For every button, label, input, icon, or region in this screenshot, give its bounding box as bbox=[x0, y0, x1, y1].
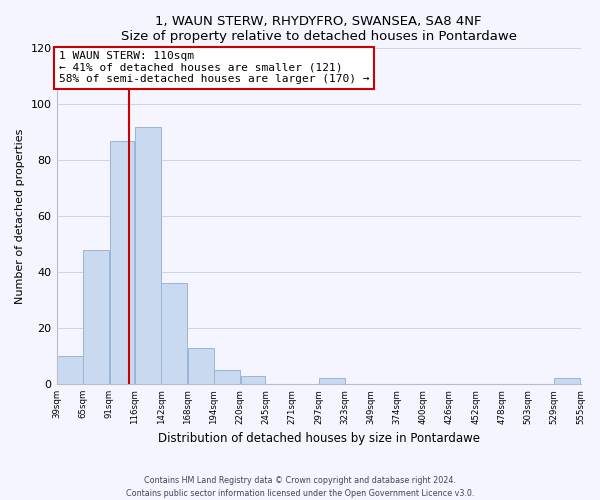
Bar bbox=[319, 378, 344, 384]
Bar bbox=[161, 284, 187, 384]
Bar bbox=[241, 376, 265, 384]
Bar bbox=[188, 348, 214, 384]
Bar bbox=[554, 378, 580, 384]
Bar bbox=[135, 126, 161, 384]
Bar bbox=[110, 140, 134, 384]
X-axis label: Distribution of detached houses by size in Pontardawe: Distribution of detached houses by size … bbox=[158, 432, 479, 445]
Bar bbox=[214, 370, 240, 384]
Title: 1, WAUN STERW, RHYDYFRO, SWANSEA, SA8 4NF
Size of property relative to detached : 1, WAUN STERW, RHYDYFRO, SWANSEA, SA8 4N… bbox=[121, 15, 517, 43]
Text: Contains HM Land Registry data © Crown copyright and database right 2024.
Contai: Contains HM Land Registry data © Crown c… bbox=[126, 476, 474, 498]
Bar bbox=[83, 250, 109, 384]
Y-axis label: Number of detached properties: Number of detached properties bbox=[15, 128, 25, 304]
Bar bbox=[57, 356, 83, 384]
Text: 1 WAUN STERW: 110sqm
← 41% of detached houses are smaller (121)
58% of semi-deta: 1 WAUN STERW: 110sqm ← 41% of detached h… bbox=[59, 51, 369, 84]
